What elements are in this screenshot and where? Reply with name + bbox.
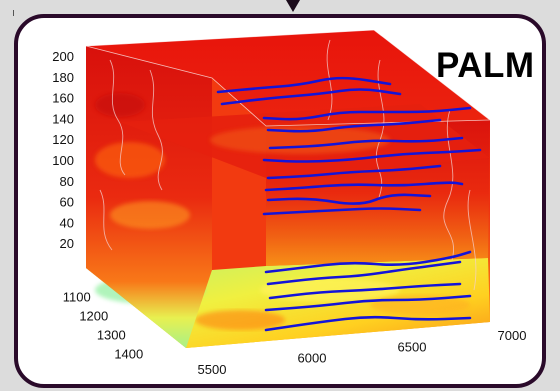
x-tick-label: 7000: [498, 328, 527, 343]
x-tick-label: 5500: [198, 362, 227, 377]
y-tick-label: 1300: [97, 328, 126, 343]
y-tick-label: 1100: [63, 290, 91, 305]
y-tick-label: 1400: [114, 347, 143, 362]
y-tick-label: 1200: [79, 309, 108, 324]
x-tick-label: 6500: [398, 339, 427, 354]
z-tick-label: 160: [52, 91, 74, 106]
z-tick-label: 120: [52, 132, 74, 147]
left-slice: [86, 46, 212, 348]
z-tick-label: 20: [60, 236, 74, 251]
z-tick-label: 180: [52, 70, 74, 85]
z-tick-label: 60: [60, 195, 74, 210]
z-tick-label: 140: [52, 111, 74, 126]
z-tick-label: 100: [52, 153, 74, 168]
palm-label: PALM: [436, 46, 535, 86]
z-tick-label: 40: [60, 215, 74, 230]
z-axis: 20 40 60 80 100 120 140 160 180 200: [52, 49, 74, 251]
x-tick-label: 6000: [298, 351, 327, 366]
z-tick-label: 80: [60, 174, 74, 189]
z-tick-label: 200: [52, 49, 74, 64]
